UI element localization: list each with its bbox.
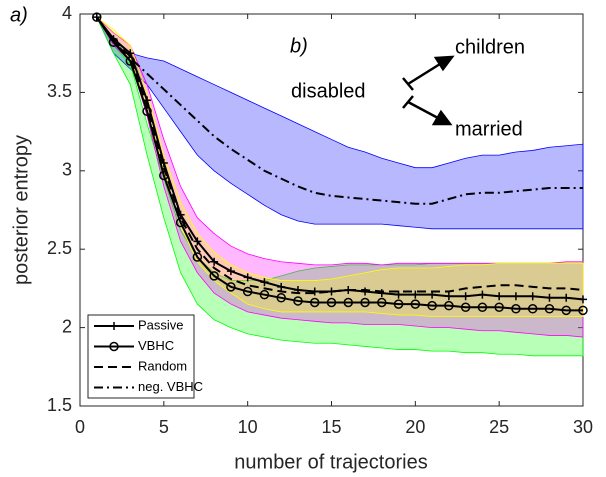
x-axis-label: number of trajectories [234, 451, 427, 473]
arrows [402, 55, 455, 126]
marker [544, 304, 555, 314]
x-tick-label: 10 [238, 417, 258, 437]
marker [361, 287, 370, 296]
arrow [407, 62, 441, 86]
marker [276, 293, 286, 303]
marker [561, 305, 571, 316]
y-tick-label: 1.5 [47, 395, 72, 415]
marker [477, 302, 488, 312]
arrow-bar [402, 95, 414, 109]
marker [579, 295, 587, 304]
marker [108, 37, 119, 47]
marker [393, 299, 404, 309]
marker [377, 297, 387, 308]
marker [310, 287, 319, 296]
legend: Passive VBHC Random neg. VBHC [87, 314, 203, 399]
legend-label: Passive [138, 317, 184, 332]
marker [511, 304, 521, 314]
marker [326, 297, 337, 308]
marker [309, 297, 320, 308]
marker [377, 289, 386, 298]
x-tick-label: 0 [75, 417, 85, 437]
marker [192, 252, 203, 262]
y-tick-label: 4 [62, 3, 72, 23]
marker [460, 302, 471, 312]
marker [478, 290, 487, 299]
legend-label: VBHC [138, 338, 174, 353]
y-tick-label: 3 [62, 160, 72, 180]
legend-box [87, 314, 195, 399]
x-tick-label: 15 [321, 417, 341, 437]
marker [343, 297, 354, 308]
marker [209, 271, 219, 281]
arrow-bar [402, 77, 414, 91]
arrow-head [431, 109, 453, 126]
marker [394, 290, 403, 299]
x-tick-label: 25 [489, 417, 509, 437]
marker [226, 267, 235, 276]
arrow-head [433, 55, 455, 72]
node-label: children [455, 36, 525, 58]
legend-marker [109, 341, 119, 352]
marker [243, 273, 252, 282]
series-line [95, 16, 583, 312]
series-line [95, 16, 583, 205]
marker [226, 282, 236, 292]
legend-label: Random [138, 358, 187, 373]
legend-marker [110, 322, 118, 330]
marker [260, 278, 269, 287]
marker [562, 293, 571, 302]
marker [528, 292, 537, 301]
y-tick-label: 3.5 [47, 81, 72, 101]
node-label: disabled [291, 80, 366, 102]
y-axis-label: posterior entropy [10, 135, 32, 285]
marker [410, 299, 421, 309]
marker [277, 282, 286, 291]
series-line [95, 16, 584, 295]
marker [511, 292, 520, 301]
marker [461, 292, 470, 301]
marker [175, 217, 186, 228]
marker [578, 305, 588, 316]
node-label: married [455, 118, 523, 140]
y-tick-label: 2 [62, 316, 72, 336]
marker [411, 290, 420, 299]
panel-label: a) [10, 4, 28, 26]
marker [444, 292, 453, 301]
marker [242, 286, 253, 297]
marker [527, 304, 538, 314]
band [96, 16, 584, 230]
marker [210, 257, 219, 266]
legend-label: neg. VBHC [138, 379, 203, 394]
marker [427, 300, 437, 311]
y-tick-label: 2.5 [47, 238, 72, 258]
x-tick-label: 20 [405, 417, 425, 437]
marker [444, 300, 454, 311]
marker [545, 293, 554, 302]
marker [259, 289, 270, 300]
marker [495, 292, 504, 301]
marker [360, 297, 370, 308]
marker [159, 170, 169, 181]
marker [92, 12, 102, 22]
x-tick-label: 30 [573, 417, 593, 437]
x-tick-label: 5 [159, 417, 169, 437]
arrow [407, 100, 439, 120]
marker [494, 302, 504, 312]
marker [193, 237, 202, 246]
panel-label: b) [290, 35, 308, 57]
marker [293, 296, 303, 306]
